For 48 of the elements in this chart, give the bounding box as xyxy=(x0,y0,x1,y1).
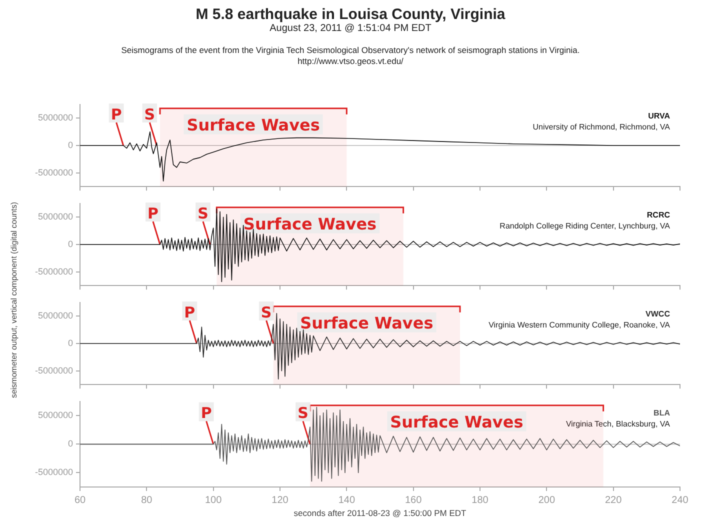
text: http://www.vtso.geos.vt.edu/ xyxy=(296,56,404,67)
x-tick-label: 220 xyxy=(604,494,622,506)
annotation: S xyxy=(144,106,156,124)
annotation: University of Richmond, Richmond, VA xyxy=(532,122,671,132)
annotation: S xyxy=(298,404,308,422)
x-tick-label: 140 xyxy=(338,494,356,506)
y-tick-label: 0 xyxy=(68,140,73,150)
annotation: Virginia Western Community College, Roanoke, VA xyxy=(488,320,671,330)
annotation: P xyxy=(148,204,158,222)
x-tick-label: 240 xyxy=(672,494,689,506)
y-tick-label: 5000000 xyxy=(38,212,73,222)
text: Seismograms of the event from the Virginia Tech Seismological Observatory's network of seismograph stations in Virginia. xyxy=(120,45,581,56)
x-tick-label: 120 xyxy=(272,494,289,506)
band-label: Surface Waves xyxy=(390,412,524,432)
band-label: Surface Waves xyxy=(300,313,434,332)
x-axis-title: seconds after 2011-08-23 @ 1:50:00 PM EDT xyxy=(292,508,468,518)
y-tick-label: 0 xyxy=(68,338,73,348)
x-tick-label: 60 xyxy=(74,494,86,506)
y-tick-label: -5000000 xyxy=(34,167,73,178)
chart-title: M 5.8 earthquake in Louisa County, Virginia xyxy=(194,6,506,23)
y-tick-label: -5000000 xyxy=(34,467,73,478)
annotation: P xyxy=(110,106,122,124)
annotation: S xyxy=(198,204,208,222)
y-tick-label: 5000000 xyxy=(38,310,73,321)
annotation: P xyxy=(200,404,212,422)
text: VWCC xyxy=(646,309,670,318)
y-tick-label: 0 xyxy=(68,238,73,249)
annotation: S xyxy=(260,304,272,322)
x-tick-label: 80 xyxy=(141,494,153,506)
y-tick-label: 0 xyxy=(68,438,73,449)
y-axis-title: seismometer output, vertical component (digital counts) xyxy=(10,202,18,398)
band-label: Surface Waves xyxy=(243,214,377,234)
y-tick-label: -5000000 xyxy=(34,365,73,376)
x-tick-label: 200 xyxy=(538,494,556,506)
y-tick-label: 5000000 xyxy=(38,410,73,420)
chart-subtitle: August 23, 2011 @ 1:51:04 PM EDT xyxy=(268,23,432,35)
text: RCRC xyxy=(646,210,670,220)
x-tick-label: 100 xyxy=(204,494,222,506)
annotation: Randolph College Riding Center, Lynchburg, VA xyxy=(500,221,671,230)
annotation: Virginia Tech, Blacksburg, VA xyxy=(566,419,671,428)
x-tick-label: 180 xyxy=(472,494,489,506)
text: URVA xyxy=(648,111,670,120)
y-tick-label: -5000000 xyxy=(34,266,73,276)
y-tick-label: 5000000 xyxy=(38,112,73,123)
x-tick-label: 160 xyxy=(404,494,422,506)
annotation: P xyxy=(184,304,196,322)
text: BLA xyxy=(654,408,670,418)
band-label: Surface Waves xyxy=(186,115,320,134)
